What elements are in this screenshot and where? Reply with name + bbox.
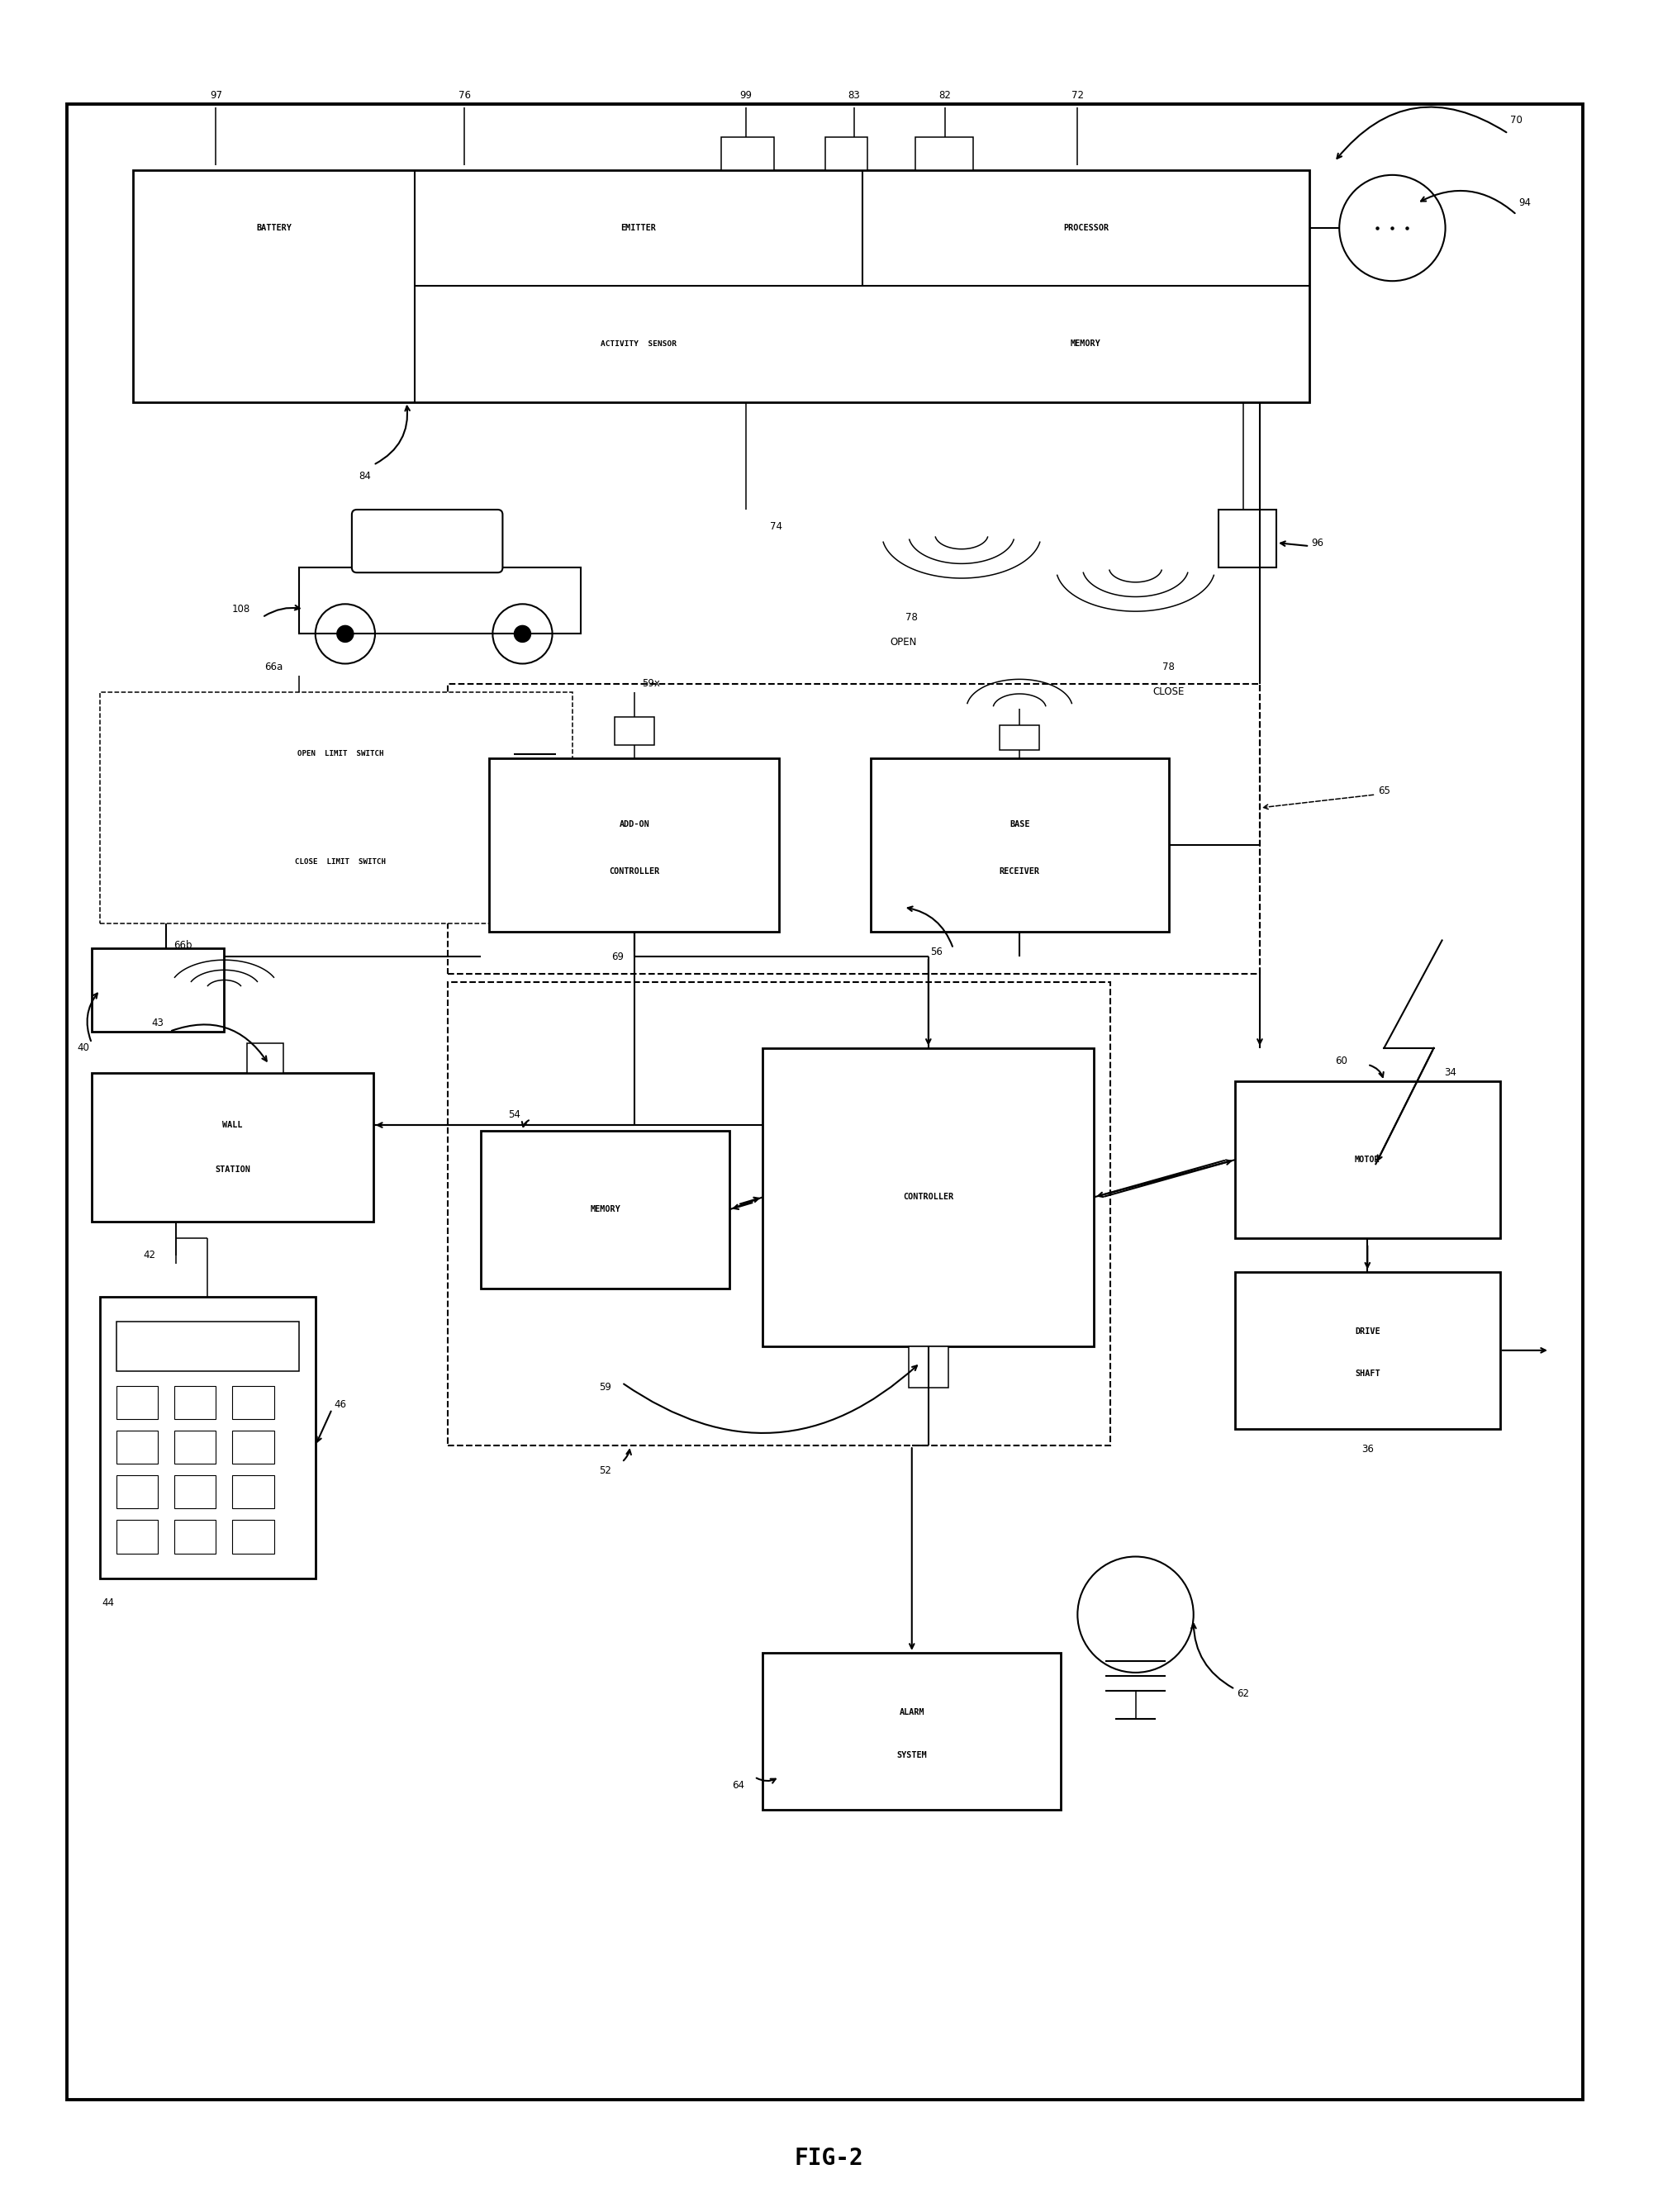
Bar (91, 1073, 373, 1221)
Text: BATTERY: BATTERY (257, 223, 292, 232)
Bar (116, 1475, 158, 1509)
Text: SYSTEM: SYSTEM (897, 1752, 927, 1759)
Text: 66a: 66a (265, 661, 284, 672)
Text: WALL: WALL (222, 1121, 242, 1128)
Text: 52: 52 (599, 1464, 612, 1475)
Text: 82: 82 (938, 91, 952, 102)
Bar (116, 1387, 158, 1420)
Bar (870, 759, 1169, 931)
Text: 78: 78 (1162, 661, 1176, 672)
Text: 36: 36 (1361, 1444, 1373, 1453)
Text: CLOSE: CLOSE (1152, 686, 1184, 697)
Text: 83: 83 (847, 91, 861, 102)
Bar (99, 1296, 315, 1577)
Bar (174, 1431, 216, 1464)
Bar (116, 1321, 298, 1371)
Text: 70: 70 (1510, 115, 1522, 126)
Text: STATION: STATION (216, 1166, 250, 1175)
Text: 99: 99 (739, 91, 753, 102)
Text: ALARM: ALARM (899, 1708, 925, 1717)
Text: ADD-ON: ADD-ON (618, 821, 650, 827)
Circle shape (514, 626, 531, 641)
Text: MOTOR: MOTOR (1355, 1155, 1379, 1164)
Text: CONTROLLER: CONTROLLER (904, 1192, 953, 1201)
Bar (174, 1475, 216, 1509)
Bar (124, 816, 555, 907)
Text: MEMORY: MEMORY (590, 1206, 620, 1214)
Bar (232, 1520, 274, 1553)
Text: BASE: BASE (1010, 821, 1030, 827)
Text: CONTROLLER: CONTROLLER (608, 867, 660, 876)
Bar (763, 1048, 1094, 1347)
Text: 42: 42 (144, 1250, 156, 1261)
Bar (232, 1431, 274, 1464)
FancyBboxPatch shape (351, 509, 502, 573)
Bar (99, 692, 572, 925)
Text: 94: 94 (1519, 197, 1530, 208)
Text: 59: 59 (599, 1382, 612, 1394)
Text: 66b: 66b (174, 940, 192, 951)
Bar (826, 137, 867, 170)
Bar (232, 1387, 274, 1420)
Bar (489, 759, 779, 931)
Text: 43: 43 (153, 1018, 164, 1029)
Text: 84: 84 (358, 471, 371, 482)
Text: 69: 69 (612, 951, 623, 962)
Text: 54: 54 (507, 1108, 521, 1119)
Text: ACTIVITY  SENSOR: ACTIVITY SENSOR (600, 341, 676, 347)
Bar (116, 1520, 158, 1553)
Text: 62: 62 (1237, 1688, 1250, 1699)
Bar (1235, 1082, 1500, 1239)
Text: 59x: 59x (642, 679, 660, 688)
Bar (615, 717, 655, 745)
Text: 97: 97 (211, 91, 222, 102)
Text: 108: 108 (232, 604, 250, 615)
Bar (116, 1431, 158, 1464)
Bar (298, 568, 580, 635)
Text: DRIVE: DRIVE (1355, 1327, 1379, 1336)
Text: 56: 56 (930, 947, 943, 958)
Text: 64: 64 (731, 1781, 744, 1790)
Text: FIG-2: FIG-2 (794, 2146, 864, 2170)
Text: RECEIVER: RECEIVER (1000, 867, 1040, 876)
Bar (1219, 509, 1277, 568)
Text: MEMORY: MEMORY (1071, 341, 1101, 347)
Circle shape (337, 626, 353, 641)
Text: 40: 40 (78, 1042, 90, 1053)
Bar (721, 137, 774, 170)
Bar (124, 708, 555, 799)
Text: 34: 34 (1444, 1068, 1456, 1077)
Text: 65: 65 (1378, 785, 1389, 796)
Bar (1000, 726, 1040, 750)
Text: 46: 46 (333, 1398, 347, 1409)
Text: OPEN: OPEN (890, 637, 917, 648)
Bar (232, 1475, 274, 1509)
Bar (448, 982, 1111, 1447)
Bar (448, 684, 1260, 973)
Text: 74: 74 (769, 520, 783, 531)
Bar (915, 137, 973, 170)
Text: OPEN  LIMIT  SWITCH: OPEN LIMIT SWITCH (297, 750, 383, 759)
Bar (174, 1387, 216, 1420)
Text: 76: 76 (458, 91, 471, 102)
Bar (133, 170, 1310, 403)
Bar (247, 1044, 284, 1073)
Text: 96: 96 (1311, 538, 1325, 549)
Bar (909, 1347, 948, 1387)
Bar (481, 1130, 730, 1287)
Text: 44: 44 (103, 1597, 114, 1608)
Bar (91, 949, 224, 1031)
Text: SHAFT: SHAFT (1355, 1369, 1379, 1378)
Text: 60: 60 (1335, 1055, 1346, 1066)
Text: 78: 78 (905, 613, 919, 622)
Text: CLOSE  LIMIT  SWITCH: CLOSE LIMIT SWITCH (295, 858, 386, 865)
Bar (763, 1652, 1061, 1809)
Text: EMITTER: EMITTER (620, 223, 657, 232)
Text: PROCESSOR: PROCESSOR (1063, 223, 1109, 232)
Bar (1235, 1272, 1500, 1429)
Bar (174, 1520, 216, 1553)
Text: 72: 72 (1071, 91, 1084, 102)
